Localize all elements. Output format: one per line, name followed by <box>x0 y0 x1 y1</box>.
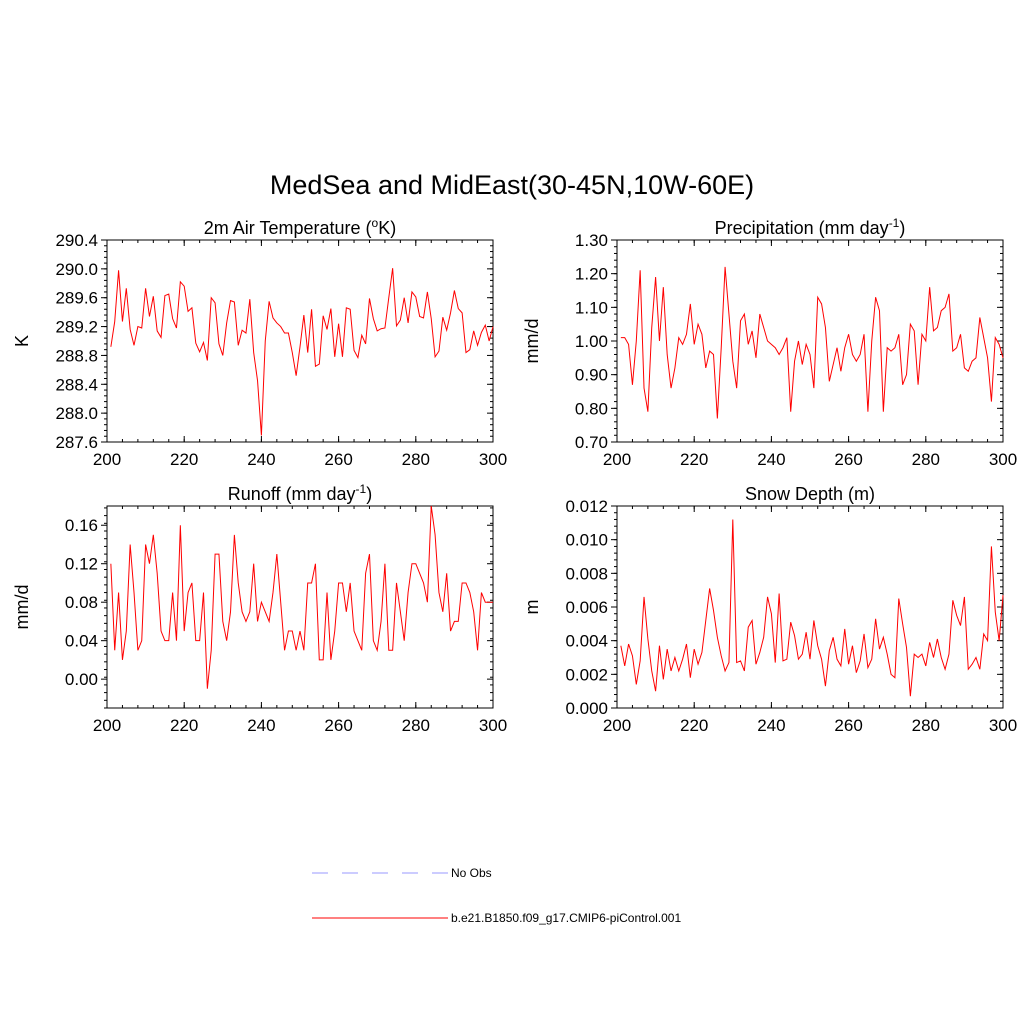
x-tick-label: 240 <box>757 716 785 735</box>
y-tick-label: 288.4 <box>55 375 98 394</box>
x-tick-label: 200 <box>603 716 631 735</box>
y-tick-label: 1.10 <box>575 298 608 317</box>
y-axis-label: m <box>522 600 542 615</box>
y-tick-label: 1.00 <box>575 332 608 351</box>
y-tick-label: 0.010 <box>565 531 608 550</box>
series-line <box>620 266 1004 419</box>
x-tick-label: 200 <box>93 450 121 469</box>
x-tick-label: 240 <box>247 716 275 735</box>
y-tick-label: 0.80 <box>575 399 608 418</box>
x-tick-label: 220 <box>170 450 198 469</box>
panel-title-text: 2m Air Temperature ( <box>204 218 372 238</box>
chart-panel-2: Precipitation (mm day-1) 200 220 240 260 280 3… <box>522 216 1017 469</box>
plot-frame <box>106 505 494 709</box>
y-tick-label: 0.16 <box>65 516 98 535</box>
legend-obs-label: No Obs <box>451 866 492 880</box>
x-tick-label: 300 <box>479 450 507 469</box>
series-line <box>110 268 494 436</box>
main-title: MedSea and MidEast(30-45N,10W-60E) <box>270 170 754 200</box>
x-tick-label: 260 <box>834 716 862 735</box>
x-tick-label: 300 <box>989 716 1017 735</box>
x-tick-label: 280 <box>402 716 430 735</box>
panel-title: Runoff (mm day-1) <box>228 482 372 504</box>
x-tick-label: 240 <box>247 450 275 469</box>
chart-panels: 2m Air Temperature (oK)200 220 240 260 280 30… <box>12 216 1017 735</box>
y-tick-label: 290.0 <box>55 260 98 279</box>
y-tick-label: 0.08 <box>65 593 98 612</box>
panel-title: 2m Air Temperature (oK) <box>204 216 396 238</box>
y-tick-label: 0.004 <box>565 632 608 651</box>
y-tick-label: 289.2 <box>55 318 98 337</box>
panel-title-text: Runoff (mm day <box>228 484 356 504</box>
y-tick-label: 0.00 <box>65 670 98 689</box>
x-tick-label: 280 <box>912 716 940 735</box>
x-tick-label: 220 <box>680 716 708 735</box>
x-tick-label: 260 <box>834 450 862 469</box>
panel-title-tail: K) <box>378 218 396 238</box>
y-tick-label: 288.8 <box>55 346 98 365</box>
series-line <box>620 519 1004 697</box>
y-tick-label: 0.70 <box>575 433 608 452</box>
x-tick-label: 280 <box>402 450 430 469</box>
y-tick-label: 0.12 <box>65 555 98 574</box>
y-tick-label: 0.002 <box>565 665 608 684</box>
y-tick-label: 287.6 <box>55 433 98 452</box>
x-tick-label: 200 <box>603 450 631 469</box>
panel-title-superscript: -1 <box>889 216 900 230</box>
x-tick-label: 240 <box>757 450 785 469</box>
x-tick-label: 200 <box>93 716 121 735</box>
x-tick-label: 220 <box>170 716 198 735</box>
y-tick-label: 288.0 <box>55 404 98 423</box>
legend-model-label: b.e21.B1850.f09_g17.CMIP6-piControl.001 <box>451 911 681 925</box>
y-tick-label: 0.006 <box>565 598 608 617</box>
y-tick-label: 0.90 <box>575 366 608 385</box>
y-axis-label: mm/d <box>12 585 32 630</box>
panel-title-text: Snow Depth (m) <box>745 484 875 504</box>
x-tick-label: 300 <box>989 450 1017 469</box>
y-axis-label: mm/d <box>522 319 542 364</box>
panel-title-superscript: -1 <box>356 482 367 496</box>
x-tick-label: 220 <box>680 450 708 469</box>
y-tick-label: 0.012 <box>565 497 608 516</box>
x-tick-label: 260 <box>324 716 352 735</box>
y-tick-label: 289.6 <box>55 289 98 308</box>
y-tick-label: 0.008 <box>565 564 608 583</box>
panel-title: Snow Depth (m) <box>745 484 875 504</box>
y-tick-label: 1.30 <box>575 231 608 250</box>
chart-panel-1: 2m Air Temperature (oK) 200 220 240 260 280 30… <box>12 216 507 469</box>
legend: No Obs b.e21.B1850.f09_g17.CMIP6-piContr… <box>312 866 681 925</box>
x-tick-label: 300 <box>479 716 507 735</box>
x-tick-label: 280 <box>912 450 940 469</box>
chart-panel-4: Snow Depth (m) 200 220 240 260 280 300 0.000 0.0… <box>522 484 1017 735</box>
panel-title-tail: ) <box>899 218 905 238</box>
y-tick-label: 0.04 <box>65 632 98 651</box>
chart-panel-3: Runoff (mm day-1) 200 220 240 260 280 300 0.00 0… <box>12 482 507 735</box>
plot-frame <box>106 239 494 443</box>
panel-title-text: Precipitation (mm day <box>715 218 889 238</box>
panel-title: Precipitation (mm day-1) <box>715 216 906 238</box>
y-tick-label: 0.000 <box>565 699 608 718</box>
series-line <box>110 505 493 689</box>
panel-title-tail: ) <box>366 484 372 504</box>
y-tick-label: 290.4 <box>55 231 98 250</box>
y-axis-label: K <box>12 335 32 347</box>
panel-title-superscript: o <box>372 216 379 230</box>
x-tick-label: 260 <box>324 450 352 469</box>
y-tick-label: 1.20 <box>575 265 608 284</box>
